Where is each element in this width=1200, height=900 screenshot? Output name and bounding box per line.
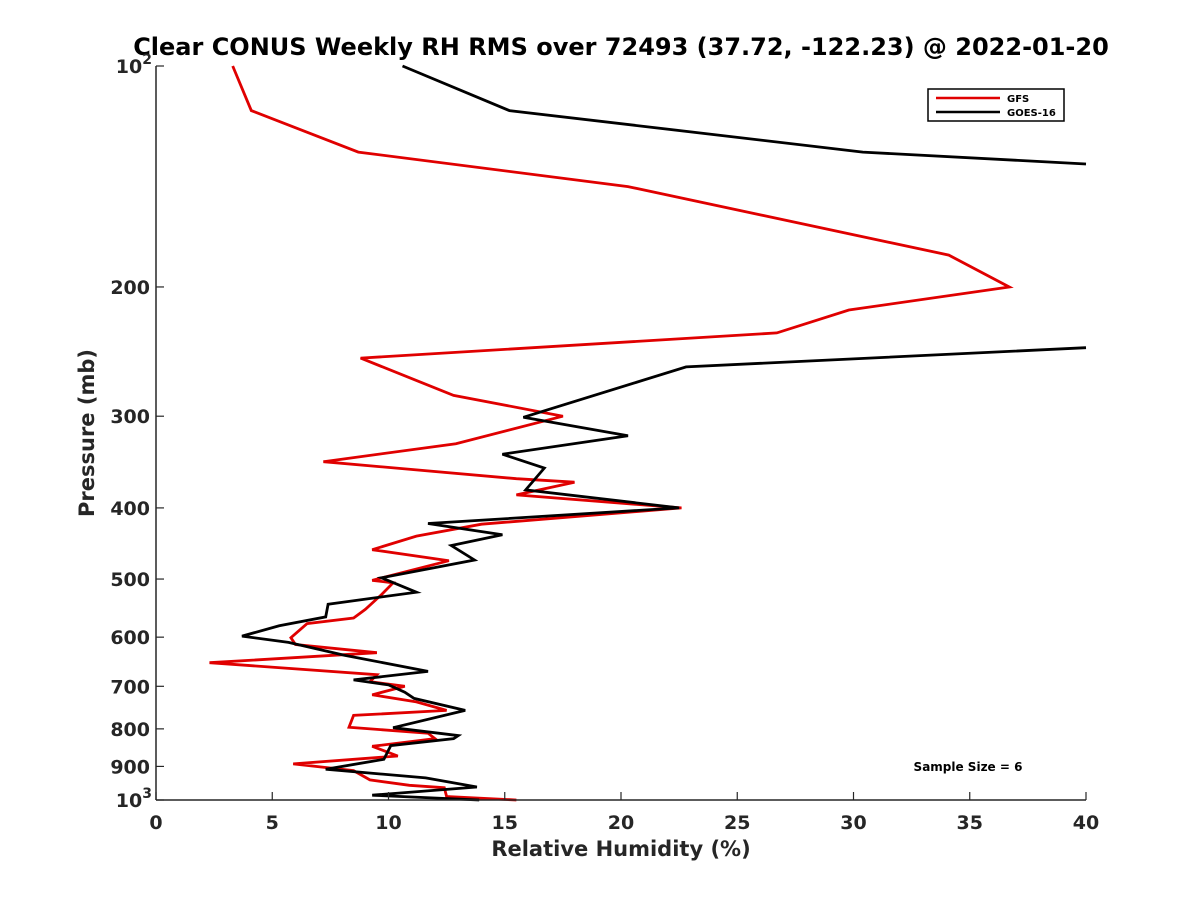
series-line-gfs <box>209 65 1014 802</box>
x-tick-label: 25 <box>724 812 750 834</box>
x-tick-label: 30 <box>840 812 866 834</box>
x-tick-label: 20 <box>608 812 634 834</box>
y-axis: 102 200 300 400 500 600 700 800 900 103 <box>110 52 164 812</box>
x-axis-label: Relative Humidity (%) <box>491 837 750 861</box>
y-tick-label: 800 <box>110 719 150 741</box>
y-axis-label: Pressure (mb) <box>75 349 99 517</box>
y-tick-label: 900 <box>110 756 150 778</box>
y-tick-label: 102 <box>116 52 152 78</box>
series-line-goes-16 <box>241 346 1087 802</box>
x-tick-label: 15 <box>492 812 518 834</box>
y-tick-label: 300 <box>110 406 150 428</box>
legend-label: GOES-16 <box>1007 108 1056 119</box>
y-tick-label: 700 <box>110 676 150 698</box>
x-tick-label: 35 <box>957 812 983 834</box>
chart-title: Clear CONUS Weekly RH RMS over 72493 (37… <box>133 33 1109 61</box>
y-tick-label: 103 <box>116 786 152 812</box>
sample-size-annotation: Sample Size = 6 <box>914 760 1023 774</box>
legend: GFS GOES-16 <box>927 88 1065 122</box>
x-tick-label: 40 <box>1073 812 1099 834</box>
y-tick-label: 500 <box>110 569 150 591</box>
series-line-goes-16 <box>401 64 1087 166</box>
x-tick-label: 10 <box>375 812 401 834</box>
x-axis: 0 5 10 15 20 25 30 35 40 <box>149 792 1099 834</box>
x-tick-label: 0 <box>149 812 162 834</box>
legend-box <box>927 88 1065 122</box>
series-layer <box>209 64 1087 802</box>
y-tick-label: 400 <box>110 498 150 520</box>
x-tick-label: 5 <box>266 812 279 834</box>
y-tick-label: 200 <box>110 277 150 299</box>
y-tick-label: 600 <box>110 627 150 649</box>
legend-label: GFS <box>1007 94 1029 105</box>
